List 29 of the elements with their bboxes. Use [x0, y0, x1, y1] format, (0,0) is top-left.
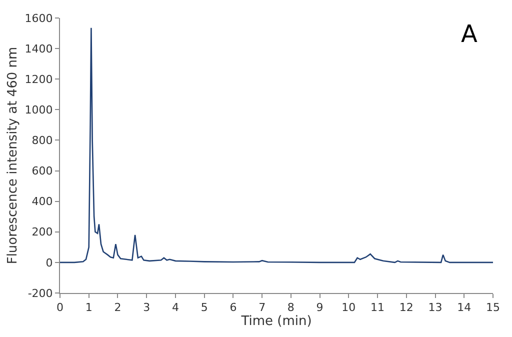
- y-tick-label: 1000: [24, 104, 53, 117]
- annotation: A: [461, 20, 478, 48]
- x-tick-label: 12: [399, 301, 414, 314]
- x-tick-label: 4: [172, 301, 179, 314]
- x-axis-title: Time (min): [240, 314, 312, 330]
- y-tick-label: 600: [32, 164, 53, 178]
- y-tick-label: 400: [32, 195, 53, 208]
- x-tick-label: 0: [56, 301, 64, 314]
- y-tick-label: 200: [32, 226, 53, 239]
- x-tick-label: 1: [85, 301, 92, 314]
- y-tick-label: 1400: [24, 42, 53, 56]
- x-tick-label: 3: [143, 301, 150, 314]
- x-tick-label: 9: [316, 301, 324, 314]
- x-tick-label: 13: [428, 301, 442, 314]
- x-tick-label: 8: [287, 301, 294, 314]
- y-axis-title: Fluorescence intensity at 460 nm: [6, 46, 21, 264]
- x-tick-label: 6: [230, 301, 237, 314]
- y-tick-label: 0: [46, 256, 53, 270]
- y-tick-label: 1600: [24, 12, 53, 25]
- x-tick-label: 7: [258, 301, 266, 314]
- x-tick-label: 10: [342, 301, 356, 314]
- x-tick-label: 14: [457, 301, 472, 314]
- y-tick-label: 1200: [24, 72, 53, 86]
- x-tick-label: 5: [200, 301, 208, 314]
- x-tick-label: 15: [486, 301, 500, 314]
- y-tick-label: -200: [28, 286, 53, 300]
- x-tick-label: 2: [114, 301, 122, 314]
- x-tick-label: 11: [370, 301, 385, 314]
- y-tick-label: 800: [32, 134, 53, 148]
